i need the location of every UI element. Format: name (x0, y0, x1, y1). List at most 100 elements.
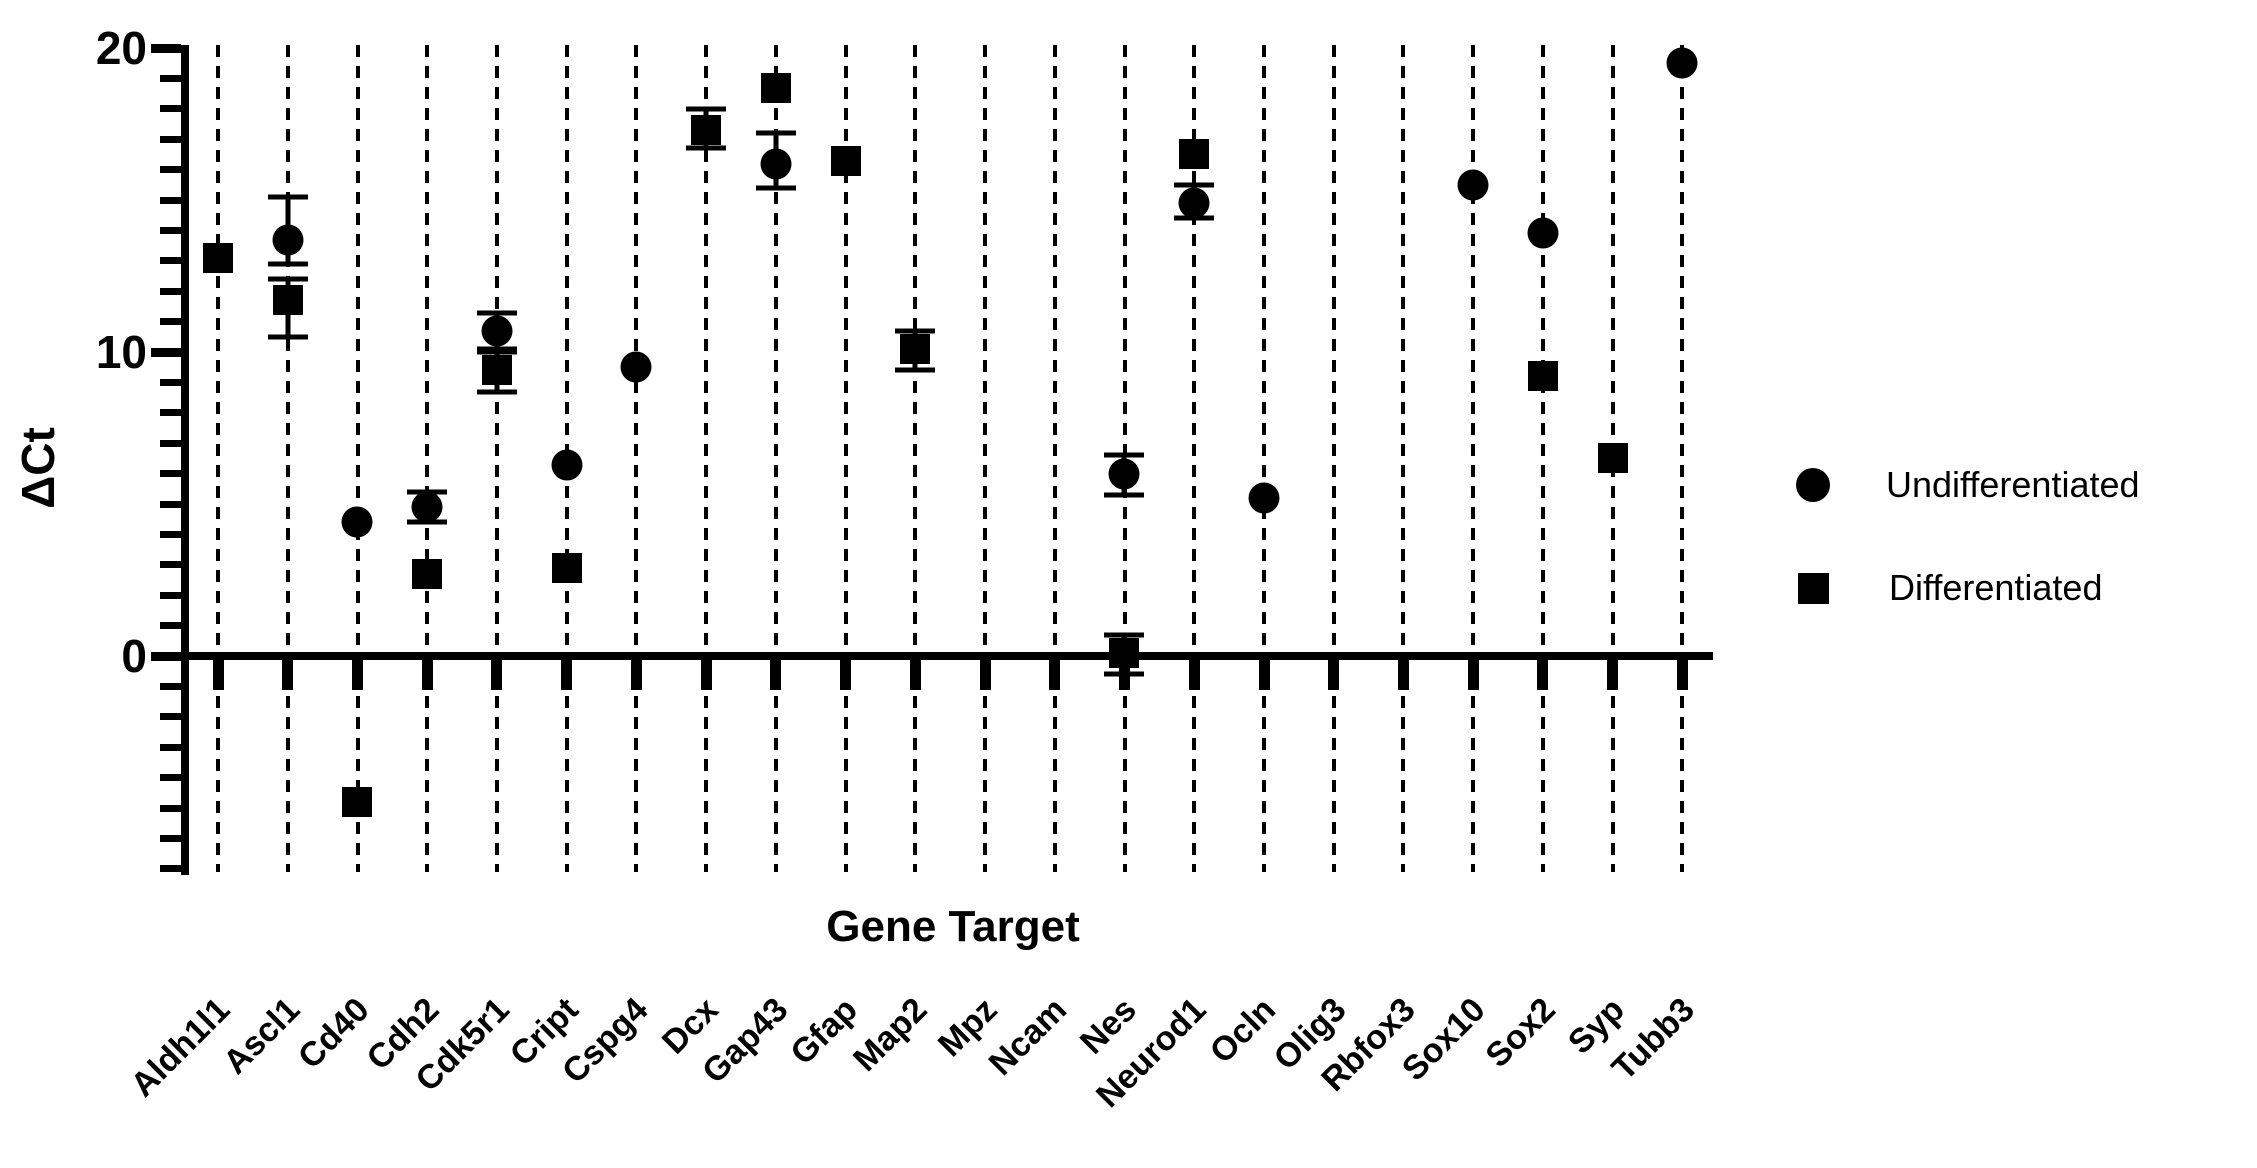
error-bar-cap-bottom (895, 367, 936, 373)
x-tick-label: Ascl1 (216, 990, 308, 1082)
data-point-square (481, 355, 512, 386)
y-axis-minor-tick (160, 226, 181, 234)
gridline (1680, 45, 1685, 872)
data-point-circle (411, 491, 443, 523)
data-point-square (1109, 638, 1140, 668)
x-axis-tick (421, 660, 433, 690)
x-axis-line (181, 652, 1713, 660)
y-axis-major-tick (151, 347, 181, 357)
y-axis-title: ΔCt (12, 427, 64, 509)
x-axis-tick (979, 660, 991, 690)
x-tick-label: Ncam (981, 990, 1075, 1083)
data-point-circle (1248, 482, 1280, 514)
square-marker-icon (1798, 572, 1829, 604)
gridline (1262, 45, 1266, 872)
error-bar-cap-top (476, 346, 517, 352)
data-point-square (203, 242, 233, 273)
y-axis-major-tick (151, 43, 181, 53)
x-tick-label: Cd40 (291, 990, 377, 1077)
data-point-square (1179, 139, 1210, 170)
data-point-circle (272, 224, 304, 255)
error-bar-cap-bottom (267, 334, 308, 340)
error-bar-cap-top (895, 328, 936, 334)
y-axis-minor-tick (160, 74, 181, 82)
y-axis-minor-tick (160, 713, 181, 721)
x-axis-tick (1188, 660, 1200, 690)
legend-label: Undifferentiated (1886, 464, 2140, 505)
y-axis-minor-tick (160, 591, 181, 599)
y-axis-minor-tick (160, 287, 181, 295)
y-axis-minor-tick (160, 804, 181, 812)
y-axis-minor-tick (160, 196, 181, 204)
gridline (494, 45, 499, 872)
gridline (843, 45, 848, 872)
gridline (1192, 45, 1197, 872)
error-bar-cap-top (1104, 452, 1145, 458)
legend-item-undifferentiated: Undifferentiated (1796, 467, 2140, 503)
data-point-square (900, 334, 931, 364)
data-point-square (551, 552, 582, 583)
y-axis-minor-tick (160, 409, 181, 417)
error-bar-cap-top (267, 276, 308, 282)
data-point-circle (760, 148, 792, 179)
y-axis-minor-tick (160, 561, 181, 569)
error-bar-cap-top (686, 106, 727, 112)
circle-marker-icon (1796, 468, 1830, 502)
data-point-square (272, 285, 303, 316)
data-point-circle (341, 506, 373, 538)
gridline (425, 45, 430, 872)
x-axis-tick (1328, 660, 1340, 690)
x-axis-tick (282, 660, 294, 690)
y-axis-minor-tick (160, 500, 181, 508)
y-axis-minor-tick (160, 135, 181, 143)
legend-item-differentiated: Differentiated (1798, 570, 2102, 606)
y-axis-minor-tick (160, 257, 181, 265)
x-axis-tick (1258, 660, 1270, 690)
data-point-square (412, 558, 443, 589)
error-bar-cap-top (1104, 632, 1145, 638)
x-tick-label: Sox2 (1478, 990, 1563, 1075)
data-point-circle (620, 351, 652, 383)
legend-label: Differentiated (1889, 567, 2103, 608)
y-axis-minor-tick (160, 470, 181, 478)
y-axis-minor-tick (160, 834, 181, 842)
x-axis-tick (1607, 660, 1619, 690)
data-point-circle (1666, 47, 1698, 79)
x-tick-label: Aldh1l1 (123, 990, 238, 1105)
x-axis-tick (1676, 660, 1688, 690)
x-axis-tick (491, 660, 503, 690)
error-bar-cap-bottom (476, 389, 517, 394)
y-axis-major-tick (151, 651, 181, 661)
data-point-circle (1527, 217, 1559, 249)
data-point-circle (1178, 187, 1210, 219)
x-axis-tick (561, 660, 573, 690)
x-axis-tick (770, 660, 782, 690)
data-point-circle (551, 449, 583, 480)
gridline (1540, 45, 1545, 872)
x-axis-tick (630, 660, 642, 690)
error-bar-cap-bottom (1104, 492, 1145, 498)
x-axis-tick (212, 660, 224, 690)
error-bar-cap-top (1174, 182, 1215, 188)
data-point-circle (1108, 458, 1140, 490)
y-tick-label: 0 (121, 630, 147, 682)
gridline (1331, 45, 1336, 872)
y-axis-minor-tick (160, 865, 181, 873)
y-axis-minor-tick (160, 105, 181, 113)
y-axis-minor-tick (160, 166, 181, 174)
error-bar-cap-bottom (686, 145, 727, 151)
y-axis-minor-tick (160, 318, 181, 326)
y-axis-minor-tick (160, 622, 181, 630)
y-axis-minor-tick (160, 743, 181, 751)
data-point-square (342, 786, 373, 817)
gridline (704, 45, 709, 872)
data-point-square (760, 72, 791, 103)
gridline (355, 45, 360, 872)
x-axis-tick (909, 660, 921, 690)
gridline (1471, 45, 1476, 872)
error-bar-cap-top (476, 310, 517, 315)
error-bar-cap-bottom (755, 185, 796, 191)
gridline (983, 45, 987, 872)
x-tick-label: Map2 (846, 990, 935, 1079)
